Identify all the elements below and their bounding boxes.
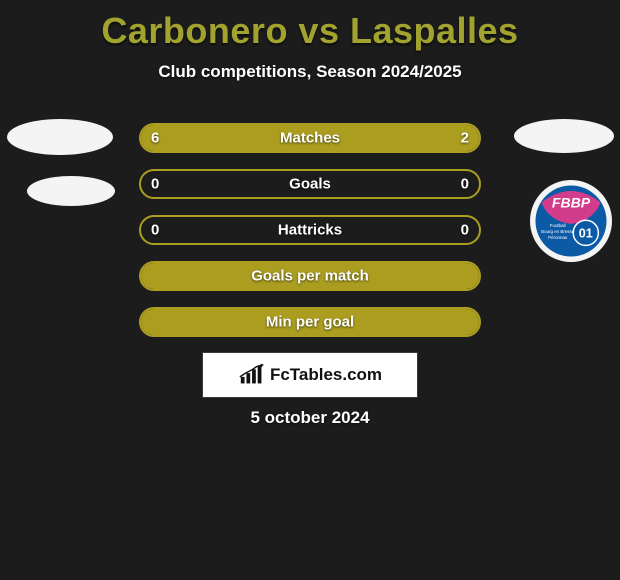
badge-text: FBBP — [552, 195, 591, 211]
bar-value-right: 0 — [461, 176, 469, 193]
svg-text:Péronnas: Péronnas — [548, 235, 568, 240]
chart-icon — [238, 363, 268, 387]
page-subtitle: Club competitions, Season 2024/2025 — [0, 62, 620, 82]
bar-value-right: 0 — [461, 222, 469, 239]
bar-label: Hattricks — [278, 222, 342, 239]
bar-value-right: 2 — [461, 130, 469, 147]
page-title: Carbonero vs Laspalles — [0, 0, 620, 52]
team-right-logo-1 — [514, 119, 614, 153]
bar-row: 0 0 Goals — [139, 169, 481, 199]
team-left-logo-1 — [7, 119, 113, 155]
bar-row: Goals per match — [139, 261, 481, 291]
bar-label: Min per goal — [266, 314, 354, 331]
svg-text:Football: Football — [550, 223, 566, 228]
svg-text:Bourg en Bresse: Bourg en Bresse — [541, 229, 575, 234]
brand-box: FcTables.com — [202, 352, 418, 398]
bar-label: Goals per match — [251, 268, 369, 285]
fbbp-badge-icon: FBBP 01 Football Bourg en Bresse Péronna… — [534, 184, 608, 258]
brand-text: FcTables.com — [270, 365, 382, 385]
date-text: 5 october 2024 — [0, 408, 620, 428]
comparison-chart: 6 2 Matches 0 0 Goals 0 0 Hattricks Goals per mat… — [139, 123, 481, 353]
bar-label: Matches — [280, 130, 340, 147]
bar-fill-left — [141, 125, 384, 151]
svg-text:01: 01 — [579, 226, 593, 240]
bar-value-left: 0 — [151, 176, 159, 193]
bar-row: 0 0 Hattricks — [139, 215, 481, 245]
team-right-logo-2: FBBP 01 Football Bourg en Bresse Péronna… — [530, 180, 612, 262]
bar-value-left: 0 — [151, 222, 159, 239]
bar-label: Goals — [289, 176, 331, 193]
bar-value-left: 6 — [151, 130, 159, 147]
bar-row: 6 2 Matches — [139, 123, 481, 153]
team-left-logo-2 — [27, 176, 115, 206]
bar-row: Min per goal — [139, 307, 481, 337]
